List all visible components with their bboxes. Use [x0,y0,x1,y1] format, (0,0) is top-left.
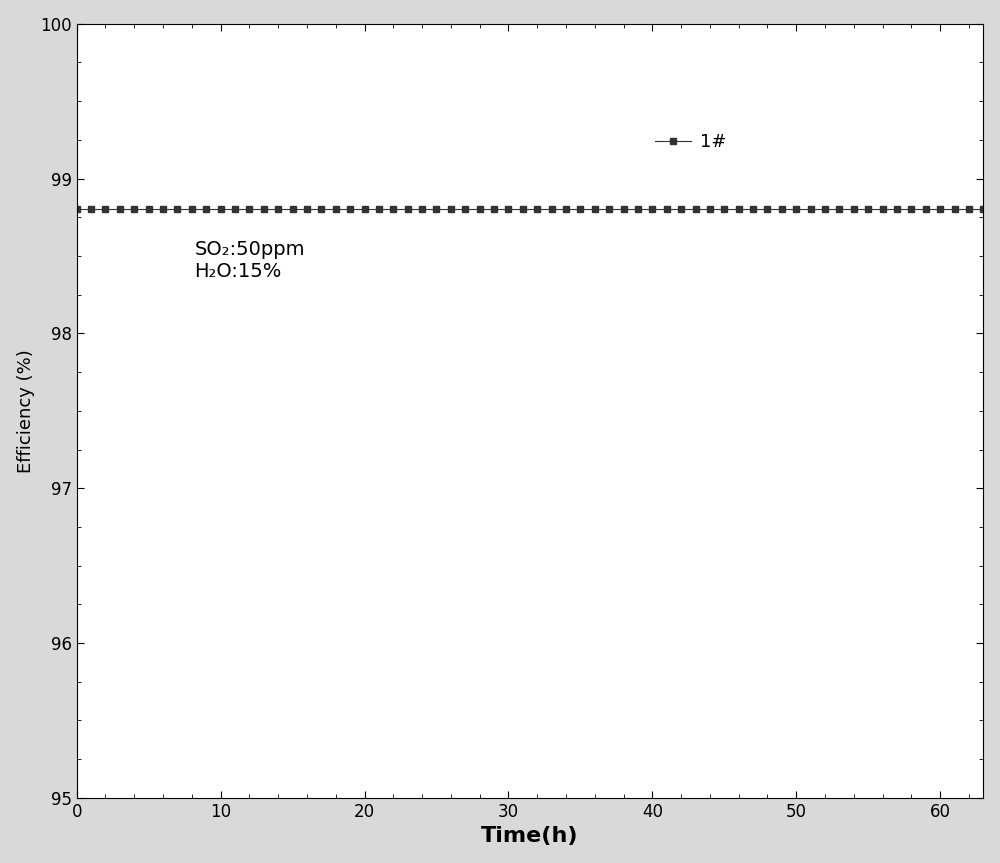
1# [445,205,457,215]
Legend: 1#: 1# [648,126,734,158]
X-axis label: Time(h): Time(h) [481,827,579,847]
1# [186,205,198,215]
1# [71,205,83,215]
1# [646,205,658,215]
Line: 1#: 1# [73,206,987,213]
Y-axis label: Efficiency (%): Efficiency (%) [17,349,35,473]
1# [517,205,529,215]
1# [661,205,673,215]
Text: SO₂:50ppm
H₂O:15%: SO₂:50ppm H₂O:15% [195,241,305,281]
1# [574,205,586,215]
1# [977,205,989,215]
